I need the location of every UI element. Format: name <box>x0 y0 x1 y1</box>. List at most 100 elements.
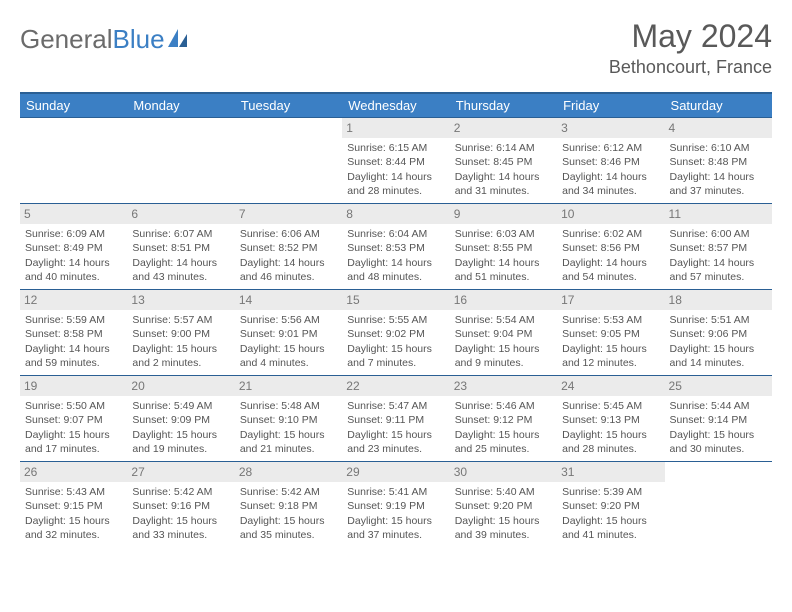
logo-sail-icon <box>167 28 189 48</box>
day-info-line: Daylight: 14 hours <box>670 256 767 270</box>
day-info-line: Daylight: 15 hours <box>25 428 122 442</box>
day-info-line: and 33 minutes. <box>132 528 229 542</box>
day-info-line: Sunrise: 5:47 AM <box>347 399 444 413</box>
day-info-line: and 7 minutes. <box>347 356 444 370</box>
day-info-line: and 32 minutes. <box>25 528 122 542</box>
day-info-line: Sunrise: 6:09 AM <box>25 227 122 241</box>
day-info-line: Sunset: 9:18 PM <box>240 499 337 513</box>
day-info-line: Daylight: 14 hours <box>240 256 337 270</box>
day-number: 12 <box>20 290 127 310</box>
day-info-line: and 17 minutes. <box>25 442 122 456</box>
day-info-line: and 28 minutes. <box>347 184 444 198</box>
day-info-line: Sunset: 9:06 PM <box>670 327 767 341</box>
calendar-cell: 15Sunrise: 5:55 AMSunset: 9:02 PMDayligh… <box>342 290 449 376</box>
day-info-line: Sunrise: 6:03 AM <box>455 227 552 241</box>
day-info-line: Sunrise: 5:48 AM <box>240 399 337 413</box>
day-info-line: Sunset: 9:01 PM <box>240 327 337 341</box>
day-info-line: Daylight: 14 hours <box>455 256 552 270</box>
calendar-cell: 17Sunrise: 5:53 AMSunset: 9:05 PMDayligh… <box>557 290 664 376</box>
calendar-row: 1Sunrise: 6:15 AMSunset: 8:44 PMDaylight… <box>20 118 772 204</box>
day-number: 9 <box>450 204 557 224</box>
day-info-line: Daylight: 15 hours <box>347 428 444 442</box>
day-number: 13 <box>127 290 234 310</box>
day-number: 25 <box>665 376 772 396</box>
day-info-line: Sunrise: 5:39 AM <box>562 485 659 499</box>
day-info-line: and 12 minutes. <box>562 356 659 370</box>
day-info-line: and 30 minutes. <box>670 442 767 456</box>
calendar-cell: 7Sunrise: 6:06 AMSunset: 8:52 PMDaylight… <box>235 204 342 290</box>
day-number: 16 <box>450 290 557 310</box>
day-number: 7 <box>235 204 342 224</box>
day-info-line: and 23 minutes. <box>347 442 444 456</box>
day-number: 22 <box>342 376 449 396</box>
day-info-line: and 37 minutes. <box>347 528 444 542</box>
day-info-line: and 41 minutes. <box>562 528 659 542</box>
day-info-line: Sunset: 9:02 PM <box>347 327 444 341</box>
day-number: 28 <box>235 462 342 482</box>
day-info-line: Daylight: 15 hours <box>562 342 659 356</box>
day-info-line: Daylight: 15 hours <box>670 342 767 356</box>
day-info-line: Daylight: 15 hours <box>240 514 337 528</box>
day-info-line: Sunset: 9:04 PM <box>455 327 552 341</box>
calendar-cell: 22 Sunrise: 5:47 AMSunset: 9:11 PMDayligh… <box>342 376 449 462</box>
day-number: 8 <box>342 204 449 224</box>
day-info-line: Sunrise: 6:12 AM <box>562 141 659 155</box>
calendar-cell: 30Sunrise: 5:40 AMSunset: 9:20 PMDayligh… <box>450 462 557 548</box>
day-info-line: and 35 minutes. <box>240 528 337 542</box>
day-number: 27 <box>127 462 234 482</box>
day-info-line: Daylight: 14 hours <box>25 342 122 356</box>
col-fri: Friday <box>557 93 664 118</box>
day-info-line: Sunset: 9:10 PM <box>240 413 337 427</box>
day-number: 24 <box>557 376 664 396</box>
day-info-line: Sunrise: 5:55 AM <box>347 313 444 327</box>
day-number: 26 <box>20 462 127 482</box>
day-info-line: Sunset: 8:44 PM <box>347 155 444 169</box>
location: Bethoncourt, France <box>609 57 772 78</box>
day-info-line: Sunset: 8:58 PM <box>25 327 122 341</box>
day-info-line: Sunrise: 5:53 AM <box>562 313 659 327</box>
day-info-line: and 34 minutes. <box>562 184 659 198</box>
calendar-cell: 14Sunrise: 5:56 AMSunset: 9:01 PMDayligh… <box>235 290 342 376</box>
day-number: 5 <box>20 204 127 224</box>
day-number: 18 <box>665 290 772 310</box>
day-info-line: and 46 minutes. <box>240 270 337 284</box>
day-info-line: and 31 minutes. <box>455 184 552 198</box>
day-info-line: Sunset: 9:14 PM <box>670 413 767 427</box>
day-info-line: Daylight: 14 hours <box>562 256 659 270</box>
day-info-line: and 54 minutes. <box>562 270 659 284</box>
day-info-line: and 37 minutes. <box>670 184 767 198</box>
day-info-line: Sunset: 9:15 PM <box>25 499 122 513</box>
day-info-line: Sunset: 9:11 PM <box>347 413 444 427</box>
col-tue: Tuesday <box>235 93 342 118</box>
day-info-line: Daylight: 15 hours <box>25 514 122 528</box>
day-info-line: Daylight: 15 hours <box>347 342 444 356</box>
calendar-cell <box>665 462 772 548</box>
col-thu: Thursday <box>450 93 557 118</box>
day-info-line: Sunset: 9:05 PM <box>562 327 659 341</box>
day-info-line: Sunrise: 5:59 AM <box>25 313 122 327</box>
day-number: 29 <box>342 462 449 482</box>
calendar-cell: 3Sunrise: 6:12 AMSunset: 8:46 PMDaylight… <box>557 118 664 204</box>
calendar-cell <box>20 118 127 204</box>
day-info-line: Daylight: 15 hours <box>455 342 552 356</box>
calendar-cell <box>235 118 342 204</box>
calendar-cell: 20Sunrise: 5:49 AMSunset: 9:09 PMDayligh… <box>127 376 234 462</box>
day-number: 1 <box>342 118 449 138</box>
calendar-cell: 8Sunrise: 6:04 AMSunset: 8:53 PMDaylight… <box>342 204 449 290</box>
header-row: Sunday Monday Tuesday Wednesday Thursday… <box>20 93 772 118</box>
day-info-line: Sunrise: 6:00 AM <box>670 227 767 241</box>
day-info-line: Sunset: 8:45 PM <box>455 155 552 169</box>
day-info-line: Sunrise: 5:44 AM <box>670 399 767 413</box>
calendar-cell: 24Sunrise: 5:45 AMSunset: 9:13 PMDayligh… <box>557 376 664 462</box>
day-info-line: Sunrise: 5:45 AM <box>562 399 659 413</box>
calendar-cell: 27Sunrise: 5:42 AMSunset: 9:16 PMDayligh… <box>127 462 234 548</box>
day-info-line: Daylight: 14 hours <box>455 170 552 184</box>
day-info-line: Sunrise: 5:42 AM <box>240 485 337 499</box>
calendar-cell: 29Sunrise: 5:41 AMSunset: 9:19 PMDayligh… <box>342 462 449 548</box>
day-info-line: Sunset: 9:13 PM <box>562 413 659 427</box>
col-wed: Wednesday <box>342 93 449 118</box>
day-info-line: Daylight: 14 hours <box>347 256 444 270</box>
day-info-line: and 19 minutes. <box>132 442 229 456</box>
col-sat: Saturday <box>665 93 772 118</box>
day-info-line: Sunrise: 5:43 AM <box>25 485 122 499</box>
